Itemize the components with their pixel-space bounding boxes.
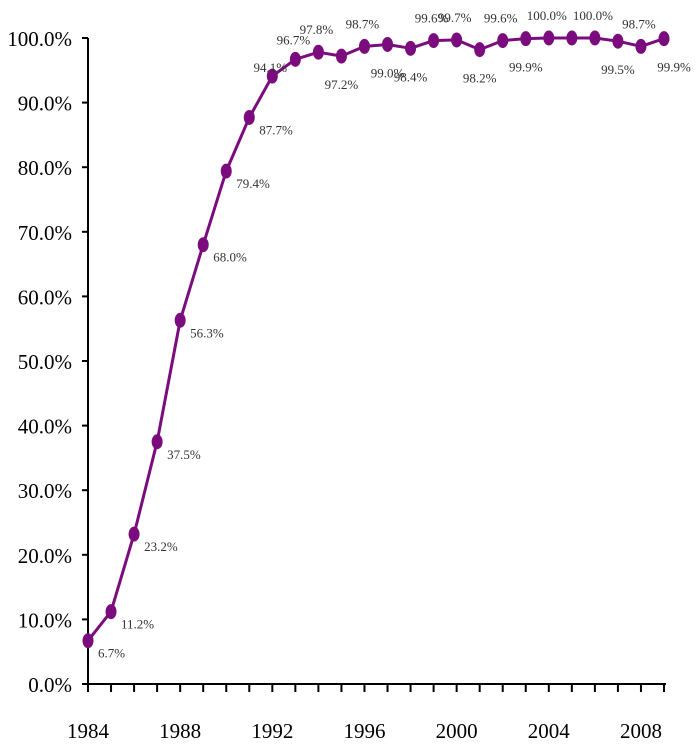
y-axis: 0.0% 10.0% 20.0% 30.0% 40.0% 50.0% 60.0% 70.0% 8… [7,27,89,697]
data-label: 99.6% [415,11,449,26]
x-tick-label: 1996 [343,719,385,743]
data-label: 99.6% [484,11,518,26]
data-point [382,36,394,52]
data-point [497,33,509,49]
y-tick-label: 20.0% [18,544,72,568]
data-label: 11.2% [121,617,154,632]
x-tick-label: 1992 [251,719,293,743]
x-tick-label: 2000 [436,719,478,743]
data-point [543,30,555,46]
data-label: 37.5% [167,447,201,462]
data-label: 98.7% [622,16,656,31]
data-label: 100.0% [573,8,613,23]
data-label: 100.0% [527,8,567,23]
data-label: 56.3% [190,325,224,340]
data-label: 98.7% [346,16,380,31]
data-point [312,44,324,60]
data-label: 6.7% [98,646,125,661]
y-tick-label: 70.0% [18,221,72,245]
x-tick-label: 2004 [528,719,571,743]
x-tick-label: 1984 [67,719,110,743]
y-tick-label: 0.0% [28,673,72,697]
data-label: 94.1% [254,60,288,75]
data-point [474,42,486,58]
data-point [335,48,347,64]
data-point [243,109,255,125]
y-tick-label: 60.0% [18,285,72,309]
data-label: 99.0% [371,65,405,80]
y-tick-label: 10.0% [18,608,72,632]
data-point [128,526,140,542]
data-point [658,31,670,47]
data-label: 79.4% [236,176,270,191]
data-label: 98.2% [463,71,497,86]
data-point [105,604,117,620]
y-tick-label: 50.0% [18,350,72,374]
data-label: 99.9% [509,60,543,75]
data-point [358,38,370,54]
data-point [405,40,417,56]
y-tick-label: 80.0% [18,156,72,180]
data-point [612,33,624,49]
data-label: 96.7% [277,32,311,47]
data-label: 68.0% [213,250,247,265]
data-label: 99.7% [438,10,472,25]
data-point [82,633,94,649]
data-point [197,237,209,253]
data-point [289,51,301,67]
x-tick-label: 1988 [159,719,201,743]
y-tick-label: 30.0% [18,479,72,503]
data-label: 23.2% [144,539,178,554]
data-label-group: 6.7% 11.2% 23.2% 37.5% 56.3% 68.0% 79.4% 87.7% 9… [98,8,691,661]
data-label: 97.8% [300,22,334,37]
data-label: 99.9% [657,60,691,75]
data-point [635,38,647,54]
data-label: 97.2% [325,77,359,92]
data-point [589,30,601,46]
data-point [451,32,463,48]
y-tick-label: 100.0% [7,27,72,51]
data-point [220,163,232,179]
data-label: 98.4% [394,69,428,84]
series-line-group [82,30,670,649]
y-tick-label: 90.0% [18,92,72,116]
data-point [428,33,440,49]
data-label: 99.5% [601,62,635,77]
x-tick-label: 2008 [620,719,662,743]
x-axis: 1984 1988 1992 1996 2000 2004 2008 [67,683,666,743]
data-label: 87.7% [259,122,293,137]
data-point [566,30,578,46]
data-point [174,312,186,328]
data-point [151,434,163,450]
data-point [520,31,532,47]
data-point [266,68,278,84]
y-tick-label: 40.0% [18,415,72,439]
